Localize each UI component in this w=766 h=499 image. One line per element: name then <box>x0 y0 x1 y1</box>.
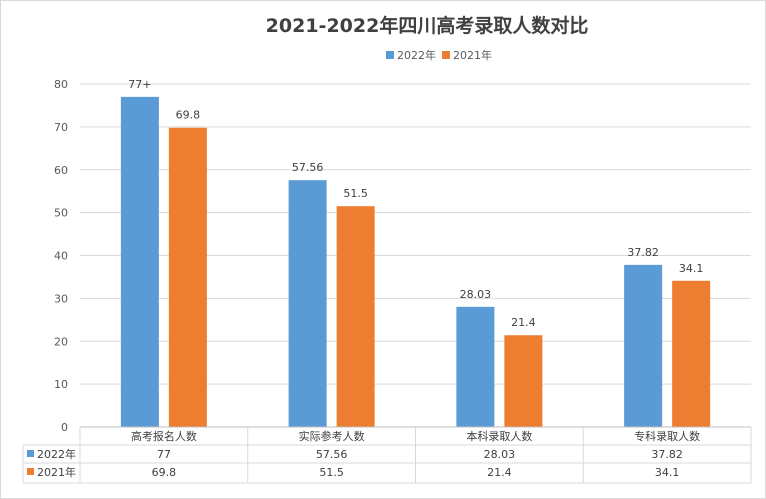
bar-series1-cat1 <box>120 96 159 428</box>
table-series-label-2: 2021年 <box>37 465 76 479</box>
table-cell: 34.1 <box>655 466 680 479</box>
y-tick-label: 10 <box>54 378 68 391</box>
data-table: 高考报名人数 实际参考人数 本科录取人数 专科录取人数 2022年 77 57.56 28.0… <box>22 426 752 484</box>
table-cell: 21.4 <box>487 466 512 479</box>
legend-label-1: 2022年 <box>397 48 436 62</box>
y-tick-label: 40 <box>54 250 68 263</box>
table-cell: 51.5 <box>319 466 344 479</box>
data-label-series1-cat1: 77+ <box>128 78 151 91</box>
legend-swatch-2 <box>442 51 450 59</box>
y-tick-label: 30 <box>54 292 68 305</box>
bar-series2-cat3 <box>504 335 543 427</box>
data-label-series1-cat3: 28.03 <box>460 288 492 301</box>
y-tick-label: 20 <box>54 335 68 348</box>
x-tick-label: 高考报名人数 <box>131 429 197 443</box>
bar-series2-cat2 <box>336 206 375 427</box>
data-labels: 77+ 69.8 57.56 51.5 28.03 21.4 37.82 34.1 <box>128 78 703 329</box>
legend-label-2: 2021年 <box>453 48 492 62</box>
data-label-series2-cat2: 51.5 <box>343 187 368 200</box>
x-tick-label: 本科录取人数 <box>466 429 532 443</box>
y-tick-label: 0 <box>61 421 68 434</box>
bar-series1-cat3 <box>456 306 495 427</box>
data-label-series2-cat1: 69.8 <box>176 109 201 122</box>
y-tick-label: 80 <box>54 78 68 91</box>
data-label-series1-cat2: 57.56 <box>292 161 324 174</box>
bars <box>120 96 711 428</box>
chart-title: 2021-2022年四川高考录取人数对比 <box>266 14 589 37</box>
table-cell: 37.82 <box>651 448 683 461</box>
bar-series2-cat4 <box>672 280 711 427</box>
table-legend-swatch-1 <box>27 450 34 457</box>
y-axis: 0 10 20 30 40 50 60 70 80 <box>54 78 68 434</box>
table-cell: 57.56 <box>316 448 348 461</box>
data-label-series2-cat4: 34.1 <box>679 262 704 275</box>
legend-swatch-1 <box>386 51 394 59</box>
table-cell: 28.03 <box>484 448 516 461</box>
legend: 2022年 2021年 <box>386 48 492 62</box>
table-legend-swatch-2 <box>27 468 34 475</box>
table-cell: 77 <box>157 448 171 461</box>
x-tick-label: 实际参考人数 <box>299 429 365 443</box>
data-label-series1-cat4: 37.82 <box>627 246 659 259</box>
table-cell: 69.8 <box>152 466 177 479</box>
table-series-label-1: 2022年 <box>37 447 76 461</box>
bar-series1-cat2 <box>288 180 327 427</box>
x-tick-label: 专科录取人数 <box>634 429 700 443</box>
y-tick-label: 50 <box>54 207 68 220</box>
bar-series2-cat1 <box>168 127 207 428</box>
y-tick-label: 70 <box>54 121 68 134</box>
bar-series1-cat4 <box>624 264 663 427</box>
y-tick-label: 60 <box>54 164 68 177</box>
data-label-series2-cat3: 21.4 <box>511 316 536 329</box>
